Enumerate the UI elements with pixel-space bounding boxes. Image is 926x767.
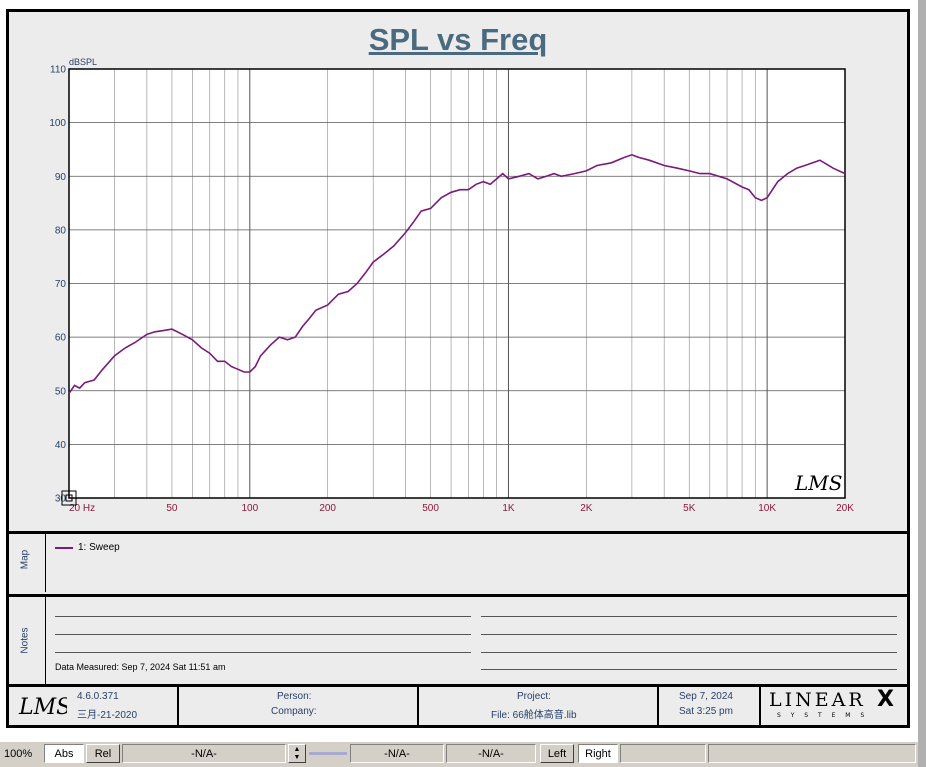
- footer-project-cell: Project: File: 66舱体高音.lib: [419, 687, 659, 725]
- map-column-divider: [45, 534, 46, 592]
- lms-logo-icon: LMS: [18, 695, 67, 720]
- spin-up-icon[interactable]: ▲: [293, 745, 301, 753]
- x-tick-label: 1K: [502, 503, 515, 514]
- window-edge: [918, 0, 926, 767]
- spin-button[interactable]: ▲ ▼: [288, 744, 306, 763]
- notes-column-divider: [45, 597, 46, 687]
- y-tick-label: 30: [55, 494, 67, 505]
- cursor-marker-icon: [61, 490, 77, 506]
- status-field-4: [620, 744, 706, 763]
- status-field-5: [708, 744, 916, 763]
- divider-map-notes: [9, 594, 907, 597]
- y-tick-label: 90: [55, 172, 67, 183]
- chart-title: SPL vs Freq: [368, 22, 548, 57]
- y-tick-label: 50: [55, 386, 67, 397]
- footer-date-cell: Sep 7, 2024 Sat 3:25 pm: [659, 687, 761, 725]
- readout-field-1: -N/A-: [122, 744, 286, 763]
- note-line: [481, 669, 897, 670]
- note-line: [481, 616, 897, 617]
- note-line: [55, 634, 471, 635]
- note-line: [55, 652, 471, 653]
- cursor-marker-inner-icon: [65, 494, 73, 502]
- x-tick-label: 50: [166, 503, 178, 514]
- legend-entry: 1: Sweep: [55, 542, 120, 553]
- note-line: [481, 634, 897, 635]
- notes-label: Notes: [19, 627, 31, 654]
- x-tick-label: 20 Hz: [69, 503, 95, 514]
- status-bar: 100% Abs Rel -N/A- ▲ ▼ -N/A- -N/A- Left …: [0, 742, 918, 767]
- y-tick-label: 60: [55, 333, 67, 344]
- report-frame: SPL vs Freq 30 40 50 60 70 80 90 100 110 dBSPL 20 …: [6, 9, 910, 728]
- rel-button[interactable]: Rel: [86, 744, 120, 763]
- project-label: Project:: [517, 691, 551, 702]
- plot-border: [68, 68, 846, 499]
- footer-time: Sat 3:25 pm: [679, 706, 733, 717]
- version-date: 三月-21-2020: [77, 710, 138, 721]
- divider-chart-map: [9, 531, 907, 534]
- x-tick-label: 200: [319, 503, 336, 514]
- note-line: [55, 616, 471, 617]
- footer-date: Sep 7, 2024: [679, 691, 733, 702]
- legend-swatch: [55, 546, 73, 549]
- footer-version-cell: LMS 4.6.0.371 三月-21-2020: [9, 687, 179, 725]
- note-line: [481, 652, 897, 653]
- divider-notes-footer: [9, 684, 907, 687]
- x-tick-label: 10K: [758, 503, 776, 514]
- zoom-level: 100%: [4, 747, 33, 760]
- linear-x-logo-icon: LINEAR X S Y S T E M S: [769, 687, 894, 719]
- y-tick-label: 100: [49, 118, 66, 129]
- y-tick-label: 110: [50, 65, 66, 76]
- lms-watermark-icon: LMS: [794, 471, 842, 495]
- y-tick-label: 80: [55, 225, 67, 236]
- right-cursor-button[interactable]: Right: [578, 744, 618, 763]
- map-label: Map: [19, 549, 31, 570]
- y-tick-label: 70: [55, 279, 67, 290]
- left-cursor-button[interactable]: Left: [540, 744, 574, 763]
- abs-button[interactable]: Abs: [44, 744, 84, 763]
- project-file: File: 66舱体高音.lib: [491, 710, 577, 721]
- svg-text:LMS: LMS: [18, 695, 67, 720]
- version-number: 4.6.0.371: [77, 691, 119, 702]
- x-tick-label: 500: [422, 503, 439, 514]
- data-measured-text: Data Measured: Sep 7, 2024 Sat 11:51 am: [55, 662, 226, 672]
- legend-label: 1: Sweep: [78, 542, 120, 553]
- series-line-sweep: [68, 153, 846, 394]
- cursor-color-swatch: [308, 744, 348, 763]
- spin-down-icon[interactable]: ▼: [293, 753, 301, 761]
- report-footer: LMS 4.6.0.371 三月-21-2020 Person: Company…: [9, 687, 907, 725]
- company-label: Company:: [271, 706, 317, 717]
- x-tick-label: 2K: [580, 503, 593, 514]
- y-axis-label: dBSPL: [69, 57, 97, 67]
- y-tick-label: 40: [55, 440, 67, 451]
- x-tick-label: 100: [241, 503, 258, 514]
- readout-field-3: -N/A-: [446, 744, 536, 763]
- x-tick-label: 5K: [683, 503, 696, 514]
- x-tick-label: 20K: [836, 503, 854, 514]
- person-label: Person:: [277, 691, 312, 702]
- readout-field-2: -N/A-: [350, 744, 444, 763]
- footer-person-cell: Person: Company:: [179, 687, 419, 725]
